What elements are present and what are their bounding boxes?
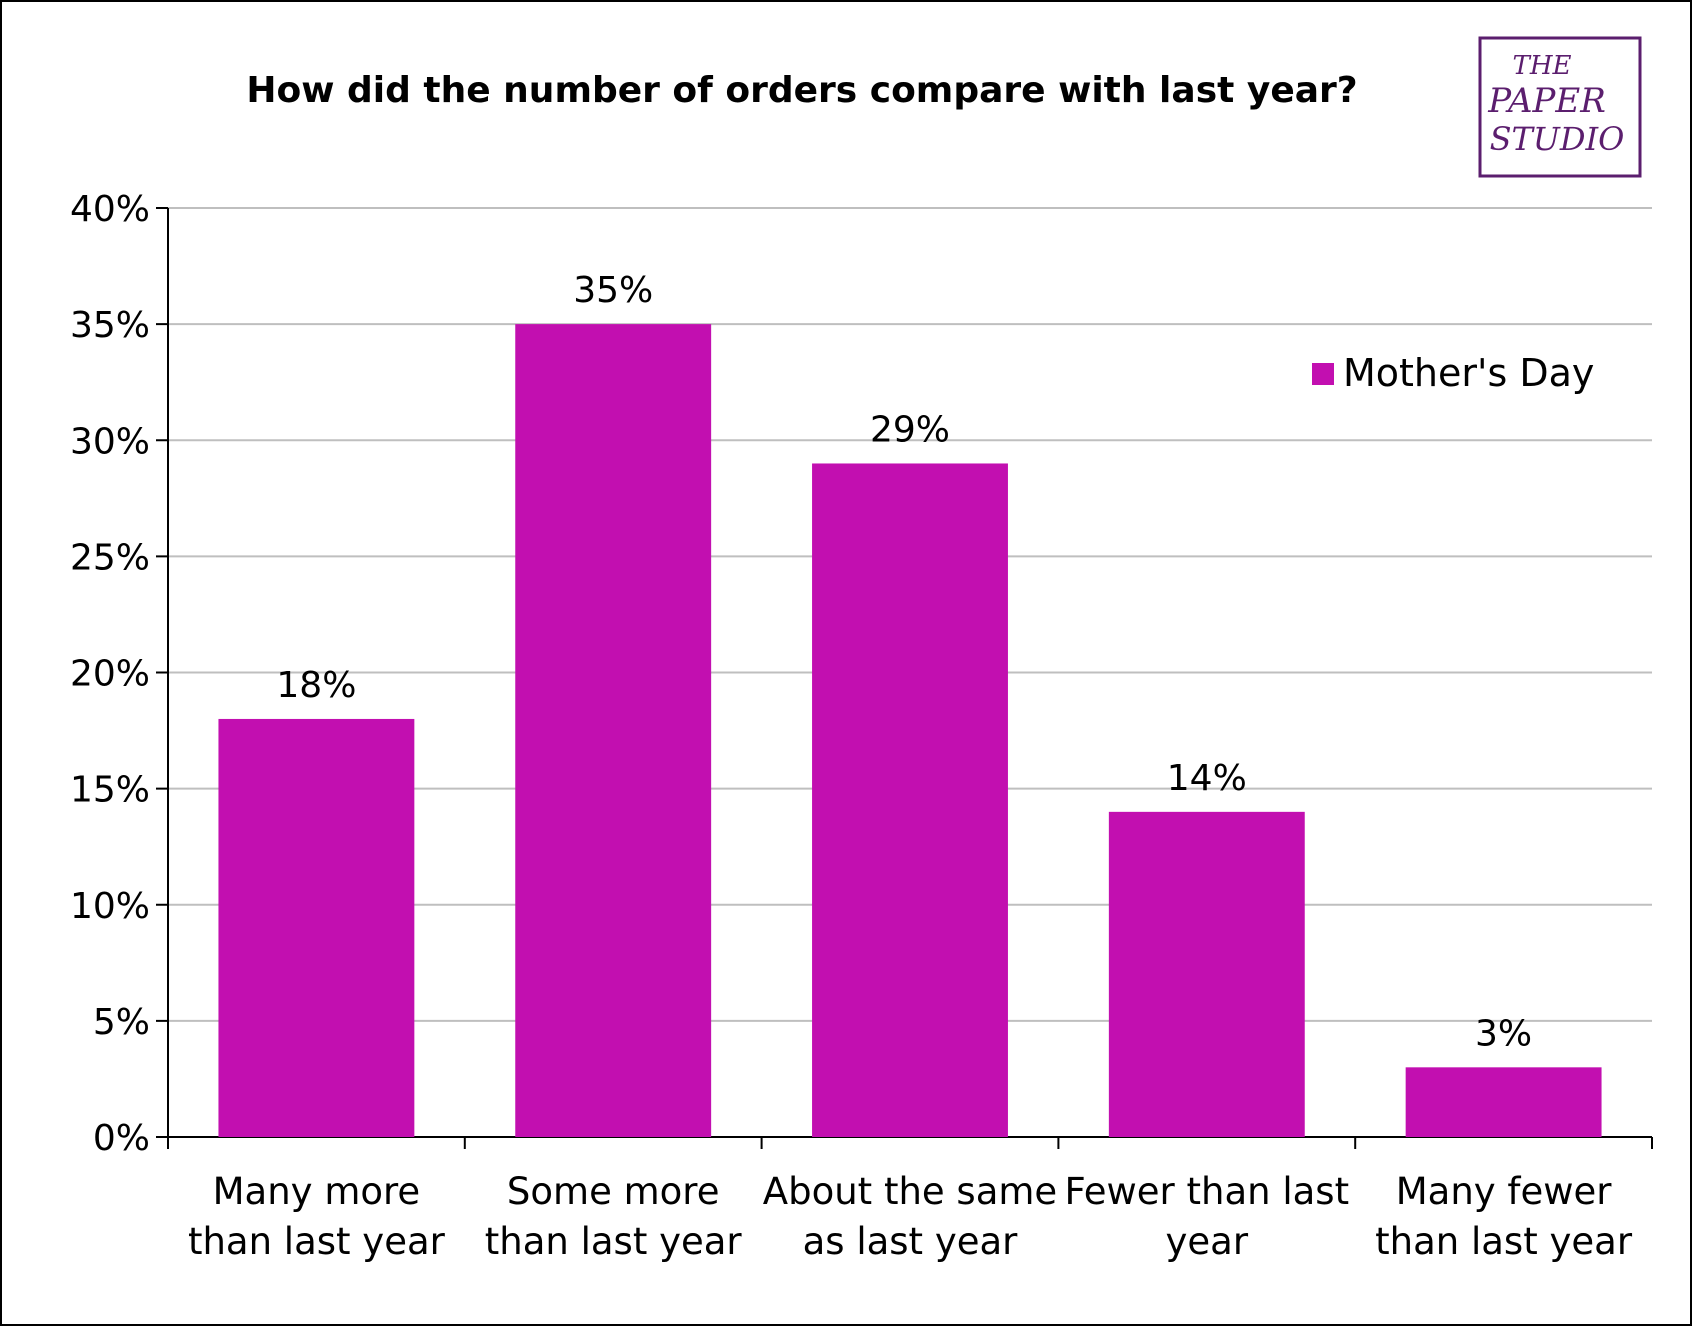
x-category-label: year: [1166, 1220, 1249, 1263]
x-category-label: Many fewer: [1396, 1170, 1613, 1213]
bar: [1405, 1067, 1602, 1137]
bar: [515, 324, 712, 1137]
y-tick-label: 0%: [93, 1118, 150, 1159]
x-category-label: than last year: [485, 1220, 743, 1263]
y-tick-label: 35%: [70, 305, 150, 346]
data-labels: 18% 35% 29% 14% 3%: [276, 270, 1532, 1054]
x-axis-category-labels: Many more than last year Some more than las…: [188, 1170, 1633, 1263]
logo-line-1: THE: [1513, 51, 1572, 81]
data-label: 29%: [870, 409, 950, 450]
y-tick-label: 5%: [93, 1002, 150, 1043]
logo-border: [1478, 36, 1642, 178]
y-tick-label: 30%: [70, 421, 150, 462]
x-category-label: as last year: [803, 1220, 1019, 1263]
logo-line-3: STUDIO: [1490, 120, 1625, 158]
chart-title: How did the number of orders compare wit…: [246, 70, 1357, 111]
x-category-label: Some more: [507, 1170, 720, 1213]
legend: Mother's Day: [1312, 351, 1594, 395]
x-category-label: About the same: [763, 1170, 1057, 1213]
data-label: 3%: [1475, 1013, 1532, 1054]
y-tick-label: 15%: [70, 770, 150, 811]
legend-label: Mother's Day: [1343, 351, 1594, 395]
y-tick-label: 25%: [70, 537, 150, 578]
bar: [1108, 811, 1305, 1137]
x-category-label: Fewer than last: [1064, 1170, 1349, 1213]
y-axis-ticks: 0% 5% 10% 15% 20% 25% 30% 35% 40%: [70, 189, 168, 1159]
y-tick-label: 20%: [70, 654, 150, 695]
legend-swatch: [1312, 363, 1334, 385]
x-category-label: than last year: [1375, 1220, 1633, 1263]
data-label: 35%: [573, 270, 653, 311]
y-tick-label: 10%: [70, 886, 150, 927]
x-category-label: than last year: [188, 1220, 446, 1263]
paper-studio-logo: THE PAPER STUDIO: [1478, 36, 1642, 178]
gridlines: [168, 207, 1652, 1022]
data-label: 14%: [1167, 758, 1247, 799]
bar: [218, 718, 415, 1137]
bars: [218, 324, 1602, 1138]
x-category-label: Many more: [213, 1170, 421, 1213]
y-tick-label: 40%: [70, 189, 150, 230]
data-label: 18%: [276, 665, 356, 706]
logo-line-2: PAPER: [1487, 81, 1606, 121]
bar: [812, 463, 1008, 1138]
